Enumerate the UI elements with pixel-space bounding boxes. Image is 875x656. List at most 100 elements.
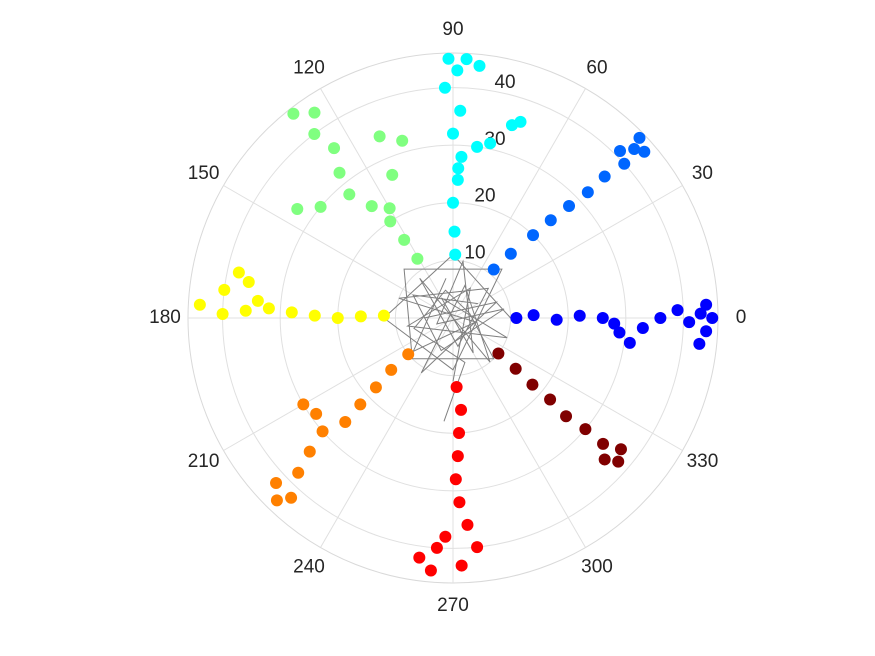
theta-tick-label: 210 <box>188 451 220 472</box>
trajectory-point <box>242 275 255 288</box>
trajectory-point <box>232 266 245 279</box>
trajectory-point <box>461 518 474 531</box>
trajectory-point <box>628 143 641 156</box>
trajectory-point <box>509 362 522 375</box>
trajectory-point <box>471 140 484 153</box>
trajectory-point <box>354 398 367 411</box>
trajectory-point <box>369 381 382 394</box>
theta-tick-label: 240 <box>293 556 325 577</box>
trajectory-point <box>442 52 455 65</box>
trajectory-point <box>452 162 465 175</box>
trajectory-point <box>308 106 321 119</box>
trajectory-point <box>693 337 706 350</box>
theta-tick-label: 60 <box>586 58 607 79</box>
trajectory-point <box>563 199 576 212</box>
theta-tick-label: 90 <box>442 19 463 40</box>
trajectory-point <box>384 215 397 228</box>
theta-tick-label: 270 <box>437 595 469 616</box>
theta-grid-line <box>223 185 454 319</box>
trajectory-point <box>291 202 304 215</box>
trajectory-point <box>527 229 540 242</box>
trajectory-point <box>527 309 540 322</box>
trajectory-point <box>581 186 594 199</box>
trajectory-point <box>700 325 713 338</box>
trajectory-point <box>385 363 398 376</box>
theta-grid-line <box>452 317 683 451</box>
trajectory-point <box>614 144 627 157</box>
trajectory-point <box>598 453 611 466</box>
theta-tick-label: 300 <box>581 556 613 577</box>
r-tick-label: 20 <box>474 186 495 207</box>
trajectory-point <box>492 347 505 360</box>
trajectory-point <box>314 200 327 213</box>
trajectory-line <box>406 259 508 382</box>
trajectory-point <box>383 202 396 215</box>
trajectory-point <box>597 437 610 450</box>
trajectory-point <box>449 473 462 486</box>
trajectory-point <box>454 104 467 117</box>
trajectory-line <box>398 277 498 374</box>
trajectory-point <box>510 312 523 324</box>
trajectory-point <box>471 541 484 554</box>
trajectory-point <box>316 425 329 438</box>
trajectory-point <box>447 127 459 140</box>
trajectory-point <box>373 130 386 143</box>
trajectory-line <box>383 253 511 422</box>
theta-tick-label: 150 <box>188 163 220 184</box>
trajectory-point <box>633 131 646 144</box>
theta-tick-label: 120 <box>293 58 325 79</box>
trajectory-point <box>455 559 468 572</box>
trajectory-point <box>638 145 651 158</box>
trajectory-point <box>514 115 527 128</box>
trajectory-point <box>270 494 283 507</box>
trajectory-point <box>447 196 459 209</box>
trajectory-point <box>297 398 310 411</box>
trajectory-point <box>623 336 636 349</box>
trajectory-point <box>451 450 464 463</box>
trajectory-point <box>310 407 323 420</box>
theta-grid-line <box>452 317 586 548</box>
trajectory-point <box>636 321 649 334</box>
trajectory-point <box>239 304 252 317</box>
trajectory-point <box>413 551 426 564</box>
trajectory-point <box>262 302 275 315</box>
trajectory-point <box>455 150 468 163</box>
theta-grid-line <box>320 317 454 548</box>
trajectory-point <box>654 312 667 324</box>
trajectory-point <box>453 427 466 440</box>
trajectory-point <box>398 233 411 246</box>
trajectory-point <box>450 381 463 394</box>
theta-tick-label: 180 <box>149 307 181 328</box>
trajectory-point <box>216 307 229 320</box>
trajectory-point <box>285 491 298 504</box>
trajectory-point <box>303 445 316 458</box>
trajectory-point <box>251 294 264 307</box>
trajectory-point <box>308 309 321 322</box>
trajectory-point <box>354 310 367 323</box>
trajectory-point <box>550 313 563 326</box>
theta-grid-line <box>223 317 454 451</box>
trajectory-point <box>343 188 356 201</box>
theta-grid-line <box>452 185 683 319</box>
trajectory-point <box>455 403 468 416</box>
trajectory-point <box>613 326 626 339</box>
trajectory-point <box>504 247 517 260</box>
trajectory-point <box>671 304 684 317</box>
trajectory-point <box>285 306 298 319</box>
trajectory-point <box>218 283 231 296</box>
trajectory-point <box>365 200 378 213</box>
trajectory-point <box>377 309 390 322</box>
trajectory-point <box>308 127 321 140</box>
trajectory-point <box>487 263 500 276</box>
theta-tick-label: 330 <box>687 451 719 472</box>
trajectory-point <box>193 298 206 311</box>
trajectory-point <box>706 312 719 324</box>
trajectory-point <box>439 530 452 543</box>
theta-tick-label: 0 <box>736 307 747 328</box>
trajectory-point <box>448 225 461 238</box>
trajectory-point <box>270 477 283 490</box>
trajectory-point <box>598 170 611 183</box>
trajectory-point <box>700 298 713 311</box>
trajectory-point <box>386 168 399 181</box>
